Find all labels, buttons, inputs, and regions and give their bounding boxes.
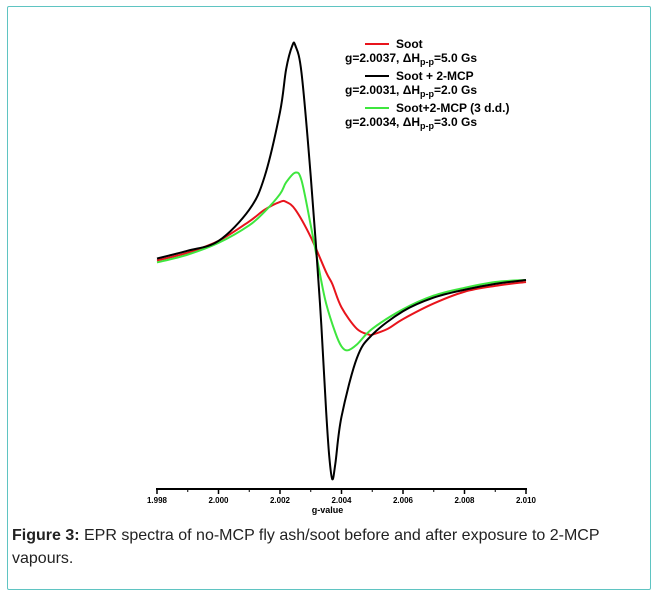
figure-frame	[7, 6, 651, 590]
x-tick-label: 2.010	[516, 496, 537, 505]
epr-chart: g-value 1.998 2.000 2.002 2.004 2.006 2.008 2.…	[147, 37, 537, 515]
legend-stats: g=2.0034, ΔHp-p=3.0 Gs	[345, 115, 477, 131]
x-tick-label: 2.004	[331, 496, 352, 505]
x-tick-label: 2.000	[208, 496, 229, 505]
x-tick-label: 1.998	[147, 496, 168, 505]
legend-series-label: Soot	[396, 37, 423, 51]
x-tick-label: 2.008	[454, 496, 475, 505]
x-tick-label: 2.002	[270, 496, 291, 505]
caption-text: EPR spectra of no-MCP fly ash/soot befor…	[12, 527, 600, 567]
legend-stats: g=2.0031, ΔHp-p=2.0 Gs	[345, 83, 477, 99]
x-tick-label: 2.006	[393, 496, 414, 505]
legend-series-label: Soot+2-MCP (3 d.d.)	[396, 101, 509, 115]
legend-series-label: Soot + 2-MCP	[396, 69, 474, 83]
x-axis-title: g-value	[312, 505, 344, 515]
series-line-soot-2mcp	[156, 41, 527, 481]
series-line-soot	[156, 199, 527, 337]
series-line-soot-2mcp-3dd	[156, 171, 527, 352]
figure-caption: Figure 3: EPR spectra of no-MCP fly ash/…	[12, 524, 648, 570]
caption-label: Figure 3:	[12, 527, 80, 544]
series-curves	[156, 41, 527, 481]
legend-stats: g=2.0037, ΔHp-p=5.0 Gs	[345, 51, 477, 67]
x-axis: g-value 1.998 2.000 2.002 2.004 2.006 2.008 2.…	[147, 488, 537, 515]
